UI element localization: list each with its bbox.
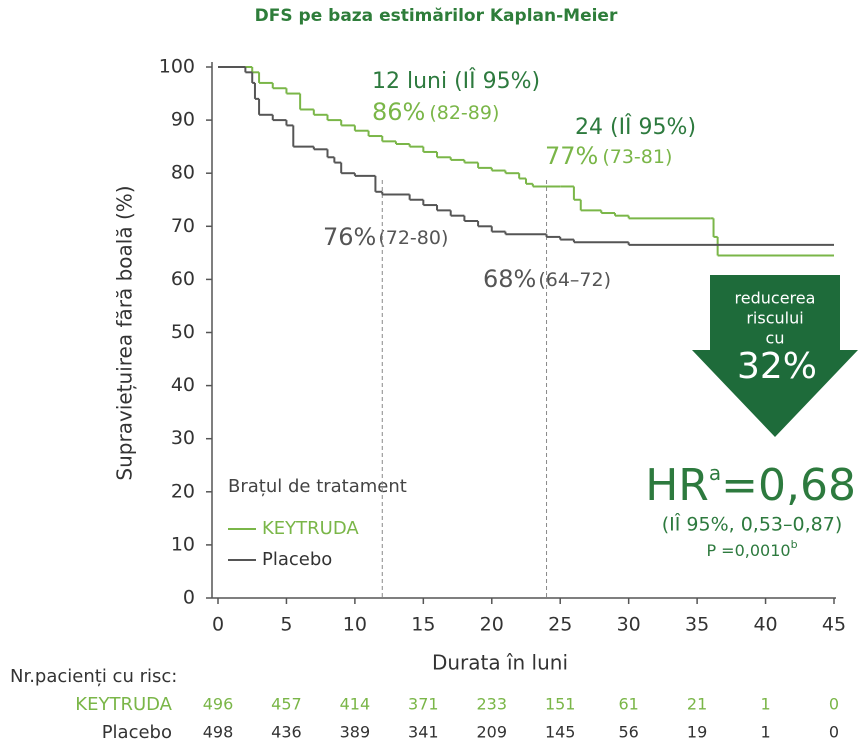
risk-value: 498 xyxy=(203,723,234,742)
risk-arrow xyxy=(692,275,858,437)
hazard-ratio: a xyxy=(709,461,721,485)
hazard-ratio: =0,68 xyxy=(721,460,856,511)
risk-value: 145 xyxy=(545,723,576,742)
risk-value: 209 xyxy=(477,723,508,742)
risk-value: 1 xyxy=(760,723,770,742)
annotation: 86% (82-89) xyxy=(372,98,499,126)
risk-value: 457 xyxy=(271,695,302,714)
p-value: b xyxy=(791,538,798,551)
annotation: 68% xyxy=(483,265,536,293)
arrow-text: reducerea xyxy=(735,289,816,308)
annotation: (72-80) xyxy=(378,227,448,249)
risk-value: 496 xyxy=(203,695,234,714)
y-axis-label: Supraviețuirea fără boală (%) xyxy=(113,185,137,480)
risk-value: 389 xyxy=(340,723,371,742)
risk-value: 21 xyxy=(687,695,707,714)
x-tick-label: 40 xyxy=(753,614,777,636)
annotation: 24 (IÎ 95%) xyxy=(575,114,696,140)
hazard-ratio: HR xyxy=(645,460,709,511)
risk-row-label: Placebo xyxy=(102,722,172,743)
annotation: 86% xyxy=(372,98,425,126)
x-tick-label: 15 xyxy=(411,614,435,636)
x-tick-label: 0 xyxy=(212,614,224,636)
y-tick-label: 70 xyxy=(171,215,195,237)
x-tick-label: 10 xyxy=(343,614,367,636)
x-tick-label: 20 xyxy=(480,614,504,636)
risk-row-label: KEYTRUDA xyxy=(75,694,172,715)
risk-table-title: Nr.pacienți cu risc: xyxy=(10,666,177,687)
legend-label: KEYTRUDA xyxy=(262,518,359,539)
hazard-ratio: HRa=0,68 xyxy=(645,460,856,511)
y-tick-label: 90 xyxy=(171,109,195,131)
annotation: (82-89) xyxy=(429,102,499,124)
risk-value: 0 xyxy=(829,695,839,714)
y-tick-label: 50 xyxy=(171,321,195,343)
annotation: 12 luni (IÎ 95%) xyxy=(372,68,540,94)
x-tick-label: 5 xyxy=(280,614,292,636)
x-tick-label: 45 xyxy=(822,614,846,636)
annotation: 76% (72-80) xyxy=(323,223,448,251)
y-tick-label: 40 xyxy=(171,374,195,396)
legend-title: Brațul de tratament xyxy=(228,476,407,497)
y-tick-label: 20 xyxy=(171,480,195,502)
y-tick-label: 60 xyxy=(171,268,195,290)
risk-value: 371 xyxy=(408,695,439,714)
p-value: P =0,0010b xyxy=(706,538,797,560)
annotation: (73-81) xyxy=(602,146,672,168)
annotation: 76% xyxy=(323,223,376,251)
risk-value: 414 xyxy=(340,695,371,714)
annotation: 77% (73-81) xyxy=(545,142,672,170)
risk-value: 61 xyxy=(618,695,638,714)
y-tick-label: 10 xyxy=(171,533,195,555)
x-tick-label: 35 xyxy=(685,614,709,636)
p-value: P =0,0010 xyxy=(706,541,790,560)
risk-value: 1 xyxy=(760,695,770,714)
risk-value: 0 xyxy=(829,723,839,742)
arrow-text: 32% xyxy=(737,346,817,387)
arrow-text: riscului xyxy=(746,309,803,328)
x-axis-label: Durata în luni xyxy=(432,651,568,675)
risk-value: 341 xyxy=(408,723,439,742)
x-tick-label: 30 xyxy=(617,614,641,636)
y-tick-label: 0 xyxy=(183,587,195,609)
annotation: 77% xyxy=(545,142,598,170)
risk-value: 19 xyxy=(687,723,707,742)
hr-ci: (IÎ 95%, 0,53–0,87) xyxy=(662,513,843,536)
y-tick-label: 100 xyxy=(159,56,195,78)
risk-value: 151 xyxy=(545,695,576,714)
risk-value: 436 xyxy=(271,723,302,742)
y-tick-label: 80 xyxy=(171,162,195,184)
legend-label: Placebo xyxy=(262,549,332,570)
annotation: 68% (64–72) xyxy=(483,265,611,293)
chart-title: DFS pe baza estimărilor Kaplan-Meier xyxy=(255,6,618,26)
risk-value: 233 xyxy=(477,695,508,714)
risk-value: 56 xyxy=(618,723,638,742)
x-tick-label: 25 xyxy=(548,614,572,636)
y-tick-label: 30 xyxy=(171,427,195,449)
arrow-text: cu xyxy=(766,329,785,348)
annotation: (64–72) xyxy=(538,269,611,291)
